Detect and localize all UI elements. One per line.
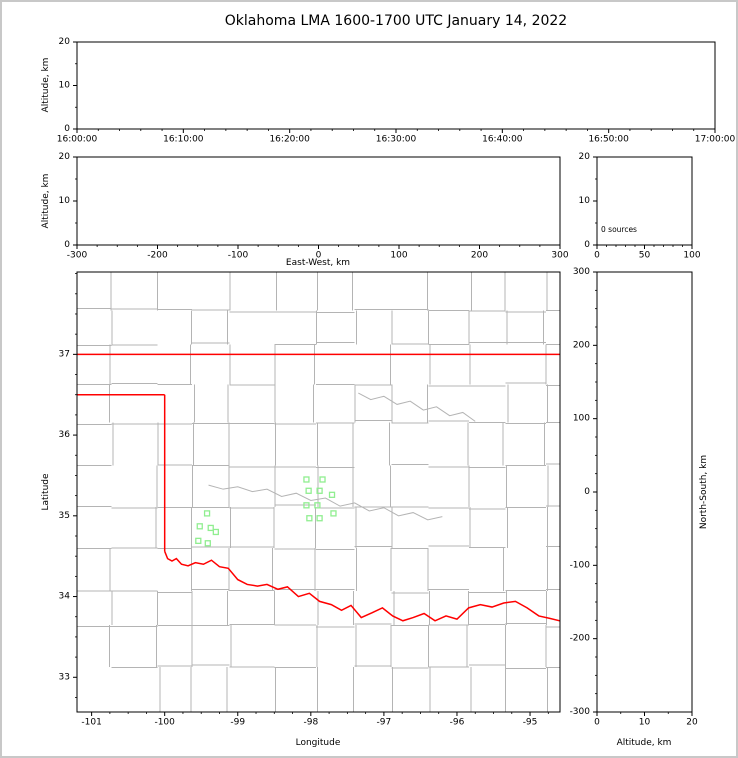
lma-station-marker (204, 540, 211, 547)
y-tick-label: 0 (64, 240, 70, 250)
ew_height-frame (76, 156, 561, 246)
x-tick-label: 10 (639, 718, 651, 728)
lma-station-marker (303, 502, 310, 509)
plan-view-map (77, 272, 560, 712)
y-tick-label: 36 (59, 430, 71, 440)
x-tick-label: -101 (81, 718, 101, 728)
x-tick-label: 16:20:00 (269, 135, 310, 145)
lma-station-marker (212, 528, 219, 536)
y-tick-label: 10 (59, 196, 71, 206)
x-tick-label: 100 (683, 251, 700, 261)
x-tick-label: 50 (639, 251, 651, 261)
ew-height-xlabel: East-West, km (285, 258, 351, 268)
x-tick-label: 16:10:00 (163, 135, 204, 145)
x-tick-label: 0 (594, 251, 600, 261)
x-tick-label: -96 (450, 718, 465, 728)
x-tick-label: -98 (303, 718, 318, 728)
ns-height-ylabel: North-South, km (699, 454, 709, 530)
x-tick-label: -100 (228, 251, 249, 261)
x-tick-label: 16:40:00 (482, 135, 523, 145)
lma-station-marker (316, 515, 323, 522)
lma-station-marker (207, 524, 214, 532)
oklahoma-state-border (77, 353, 560, 622)
x-tick-label: 20 (686, 718, 698, 728)
ns-height-xlabel: Altitude, km (616, 738, 672, 748)
lma-station-marker (330, 510, 337, 517)
y-tick-label: 10 (59, 81, 71, 91)
source_histogram-axes: 0 50 100 0 10 20 (579, 152, 701, 261)
lma-station-marker (303, 476, 310, 483)
y-tick-label: 20 (59, 152, 71, 162)
lma-station-marker (196, 523, 203, 530)
y-tick-label: 34 (59, 592, 71, 602)
y-tick-label: 20 (579, 152, 591, 162)
map-ylabel: Latitude (41, 473, 51, 511)
lma-station-marker (314, 502, 321, 509)
x-tick-label: 16:00:00 (57, 135, 98, 145)
x-tick-label: -200 (147, 251, 168, 261)
time-height-ylabel: Altitude, km (41, 57, 51, 113)
y-tick-label: 33 (59, 672, 70, 682)
river-county-border (358, 392, 476, 422)
y-tick-label: 37 (59, 349, 70, 359)
x-tick-label: 200 (471, 251, 488, 261)
map-xlabel: Longitude (295, 738, 341, 748)
x-tick-label: 0 (316, 251, 322, 261)
lma-station-marker (305, 487, 312, 494)
plan_view-frame (76, 271, 561, 713)
red-river-border (163, 551, 560, 622)
plan_view-axes: -101 -100 -99 -98 -97 -96 -95 33 34 35 36 37 (59, 271, 561, 728)
x-tick-label: 100 (390, 251, 407, 261)
lma-station-marker (316, 487, 323, 494)
y-tick-label: -200 (570, 634, 591, 644)
x-tick-label: 0 (594, 718, 600, 728)
lma-station-marker (195, 537, 202, 544)
y-tick-label: 0 (584, 487, 590, 497)
y-tick-label: 200 (573, 340, 590, 350)
source_histogram-frame (596, 156, 693, 246)
ns_height-axes: 0 10 20 -300 -200 -100 0 100 200 300 (570, 267, 698, 728)
x-tick-label: 16:50:00 (588, 135, 629, 145)
x-tick-label: -97 (377, 718, 392, 728)
lma-station-marker (203, 510, 211, 517)
river-county-border (208, 484, 443, 521)
x-tick-label: -300 (67, 251, 88, 261)
lma-stations (195, 476, 337, 547)
lma-station-marker (328, 491, 336, 498)
time_height-axes: 16:00:00 16:10:00 16:20:00 16:30:00 16:40:00… (57, 37, 736, 145)
county-borders (77, 272, 560, 712)
y-tick-label: 0 (584, 240, 590, 250)
x-tick-label: 16:30:00 (376, 135, 417, 145)
x-tick-label: -100 (154, 718, 175, 728)
y-tick-label: 35 (59, 511, 70, 521)
lma-station-marker (319, 476, 326, 483)
x-tick-label: -95 (523, 718, 538, 728)
ew_height-axes: -300 -200 -100 0 100 200 300 0 10 20 (59, 152, 569, 261)
figure-title: Oklahoma LMA 1600-1700 UTC January 14, 2… (224, 13, 568, 29)
y-tick-label: 0 (64, 124, 70, 134)
y-tick-label: 10 (579, 196, 591, 206)
x-tick-label: 300 (551, 251, 568, 261)
ns_height-frame (596, 271, 693, 713)
y-tick-label: -300 (570, 707, 591, 717)
lma-station-marker (306, 515, 313, 522)
y-tick-label: 300 (573, 267, 590, 277)
x-tick-label: -99 (230, 718, 245, 728)
y-tick-label: -100 (570, 560, 591, 570)
source-count-annotation: 0 sources (601, 225, 637, 234)
ew-height-ylabel: Altitude, km (41, 173, 51, 229)
y-tick-label: 100 (573, 414, 590, 424)
time_height-frame (76, 41, 716, 130)
x-tick-label: 17:00:00 (695, 135, 736, 145)
y-tick-label: 20 (59, 37, 71, 47)
